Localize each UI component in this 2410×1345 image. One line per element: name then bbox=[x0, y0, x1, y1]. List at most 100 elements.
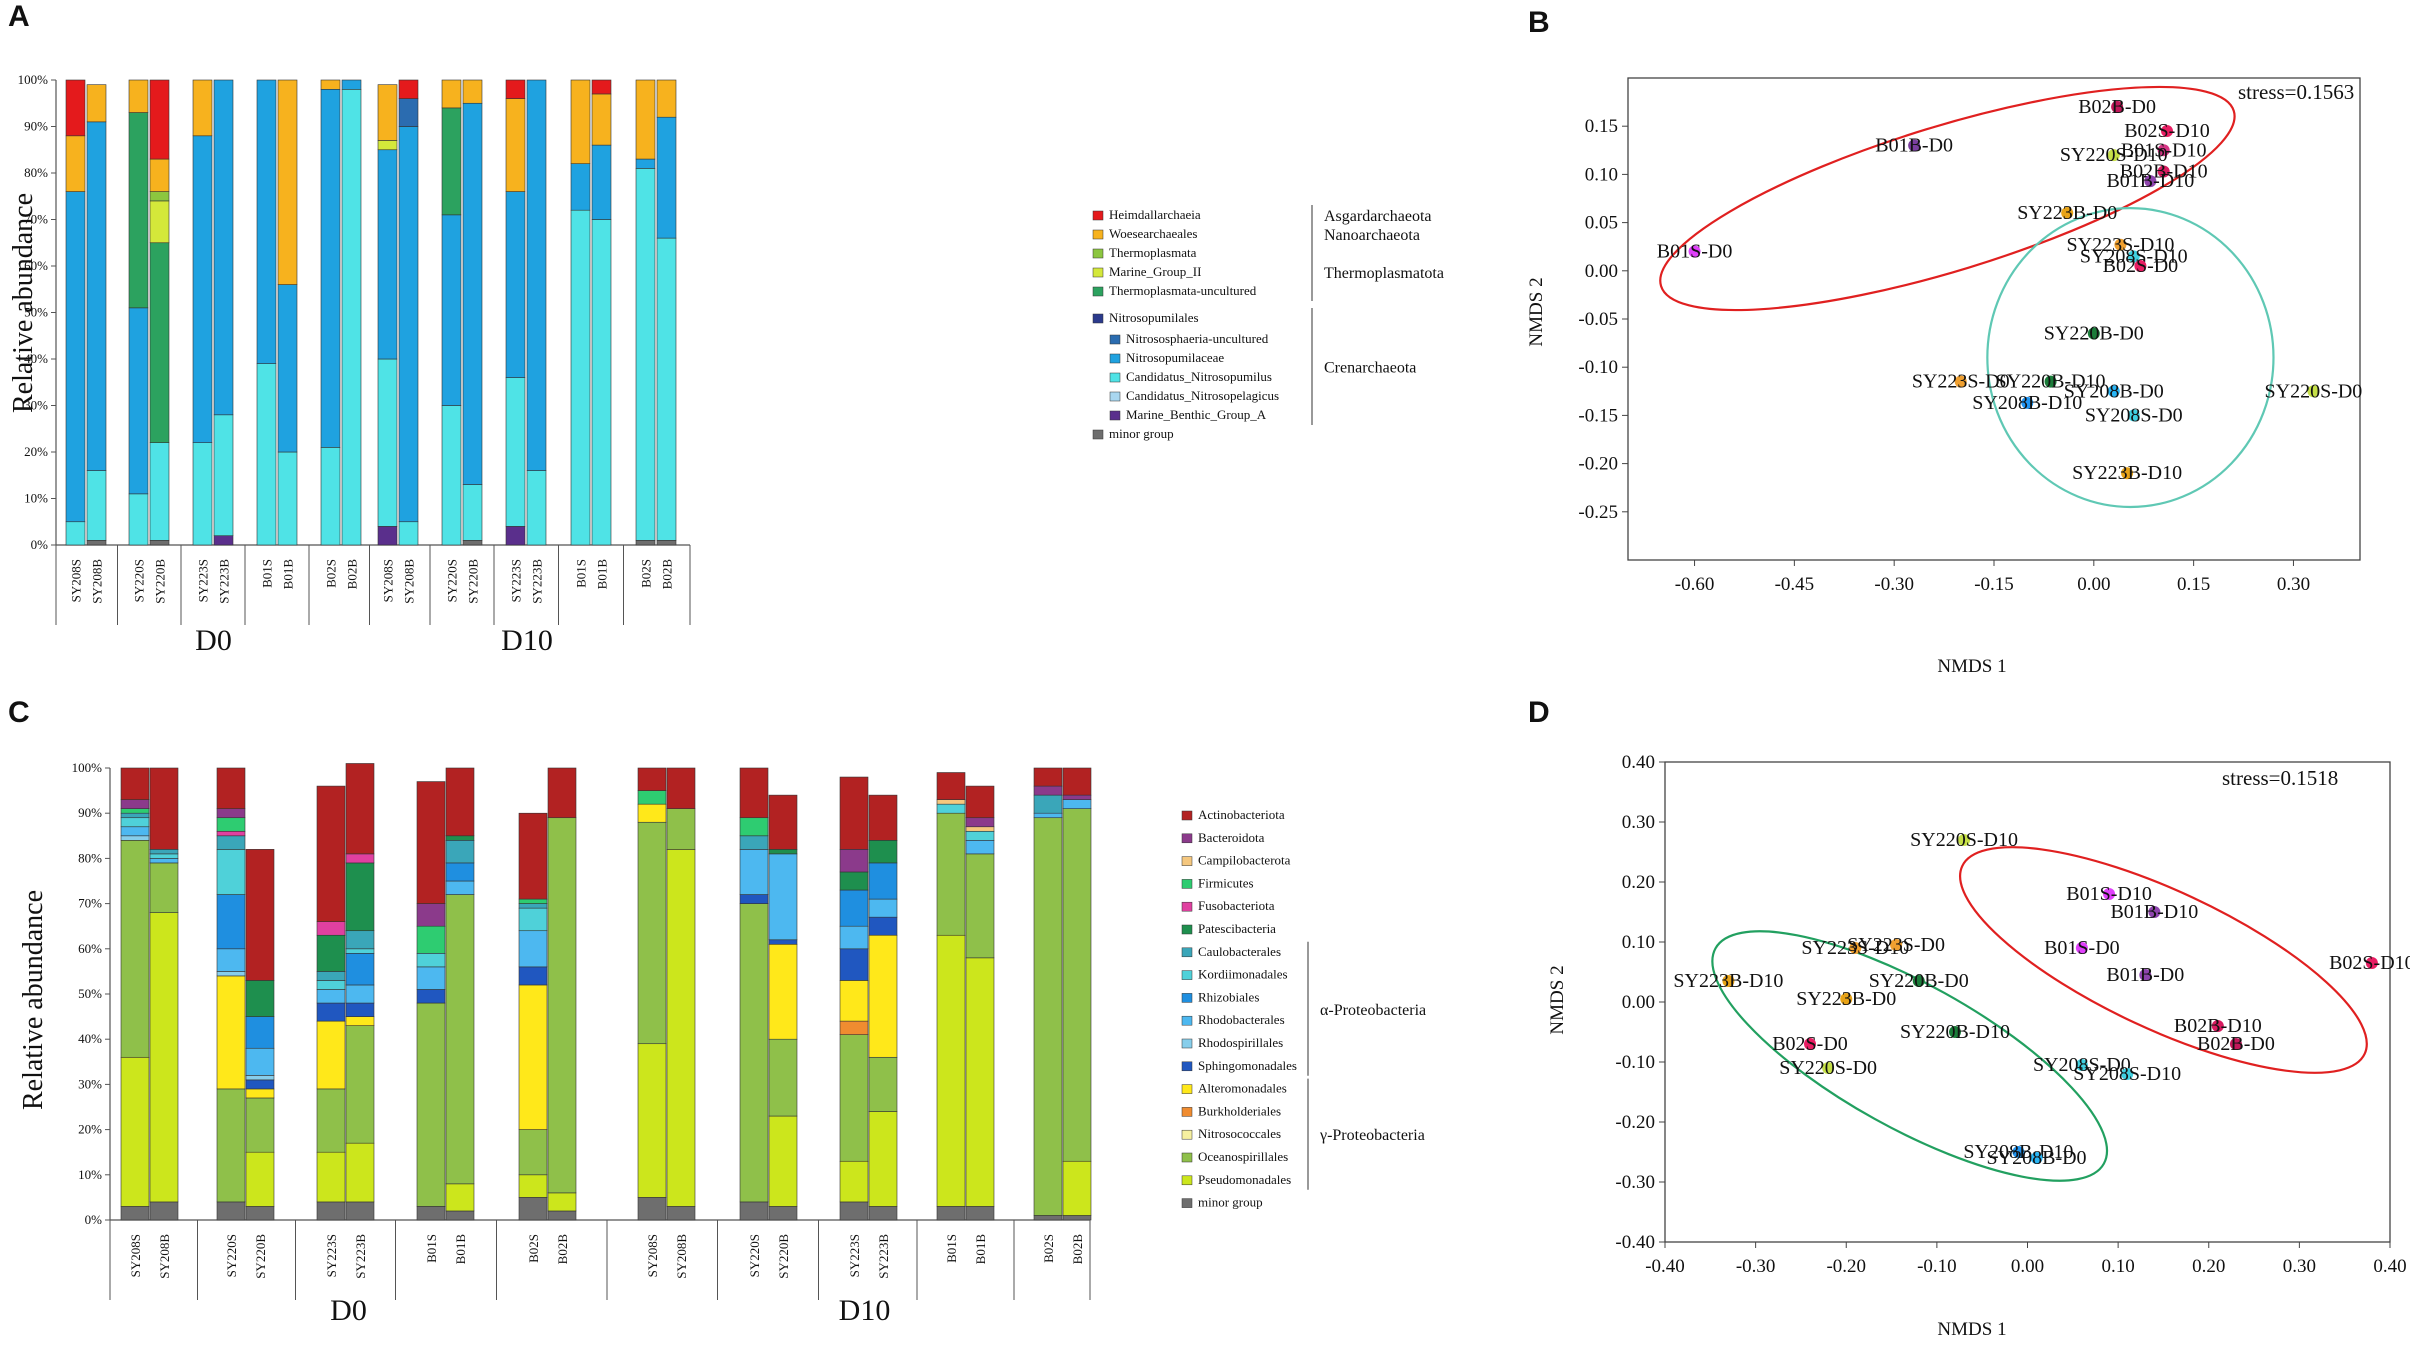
panel-a-category-label: B02S bbox=[639, 559, 654, 588]
panel-c-bar-4-minor-group bbox=[316, 1201, 346, 1221]
panel-a-bar-1-minor-group bbox=[86, 540, 107, 546]
panel-c-ytick-label: 80% bbox=[78, 850, 102, 865]
panel-a-category-label: B01B bbox=[281, 559, 296, 590]
panel-d-point-label: B01S-D0 bbox=[2044, 937, 2120, 959]
panel-a-bracket-label: Asgardarchaeota bbox=[1324, 208, 1432, 225]
panel-c-bar-17-actinobacteriota bbox=[965, 785, 995, 819]
panel-c-bar-15-oceanospirillales bbox=[868, 1056, 898, 1112]
panel-a-bar-0-heimdallarchaeia bbox=[65, 79, 86, 137]
panel-d-point-label: SY223S-D10 bbox=[1801, 937, 1909, 959]
panel-c-bar-12-oceanospirillales bbox=[739, 903, 769, 1203]
panel-a-legend-label: Nitrosopumilales bbox=[1109, 310, 1199, 325]
panel-d-point-sy208s-d10 bbox=[2121, 1068, 2134, 1080]
panel-d-ylabel: NMDS 2 bbox=[1547, 965, 1568, 1034]
panel-b-xtick-label: -0.15 bbox=[1974, 574, 2014, 595]
panel-a-bar-15-nitrosopumilaceae bbox=[526, 79, 547, 471]
panel-c-ytick-label: 90% bbox=[78, 805, 102, 820]
panel-a-legend-swatch bbox=[1092, 267, 1104, 278]
panel-c-bar-4-fusobacteriota bbox=[316, 921, 346, 936]
panel-c-bar-6-actinobacteriota bbox=[416, 781, 446, 904]
panel-c-legend-swatch bbox=[1181, 1038, 1193, 1049]
panel-c-bar-1-actinobacteriota bbox=[149, 767, 179, 850]
panel-c-bar-12-rhodobacterales bbox=[739, 849, 769, 895]
panel-a-category-label: B02B bbox=[345, 559, 360, 590]
panel-b-point-label: SY220B-D10 bbox=[1996, 371, 2106, 393]
panel-c-bar-2-rhizobiales bbox=[216, 894, 246, 950]
panel-c-bar-14-rhizobiales bbox=[839, 889, 869, 927]
panel-a-bar-8-woesearchaeales bbox=[320, 79, 341, 90]
panel-c-bar-7-oceanospirillales bbox=[445, 894, 475, 1185]
panel-d-point-label: B01B-D0 bbox=[2106, 964, 2184, 986]
panel-c-bar-13-sphingomonadales bbox=[768, 939, 798, 945]
panel-b-ytick-label: 0.10 bbox=[1585, 164, 1618, 185]
panel-c-bar-3-alteromonadales bbox=[245, 1088, 275, 1099]
panel-c-bar-12-minor-group bbox=[739, 1201, 769, 1221]
panel-c-legend-label: Alteromonadales bbox=[1198, 1081, 1287, 1096]
panel-c-bar-17-minor-group bbox=[965, 1206, 995, 1221]
panel-c-bar-15-minor-group bbox=[868, 1206, 898, 1221]
panel-b-ytick-label: -0.10 bbox=[1578, 357, 1618, 378]
panel-d-ytick-label: -0.20 bbox=[1615, 1112, 1655, 1133]
panel-a-legend-label: Candidatus_Nitrosopelagicus bbox=[1126, 388, 1279, 403]
panel-c-bar-14-patescibacteria bbox=[839, 871, 869, 891]
panel-d-point-b02b-d10 bbox=[2211, 1020, 2224, 1032]
panel-b-point-label: B02S-D0 bbox=[2103, 255, 2179, 277]
panel-a-bar-3-marine-group-ii bbox=[149, 200, 170, 244]
panel-c-legend-label: Kordiimonadales bbox=[1198, 967, 1288, 982]
panel-a-bar-14-heimdallarchaeia bbox=[505, 79, 526, 99]
panel-b-xtick-label: 0.30 bbox=[2277, 574, 2310, 595]
panel-a-ytick-label: 10% bbox=[24, 491, 48, 506]
panel-a-bar-12-thermoplasmata-uncultured bbox=[441, 107, 462, 216]
panel-c-legend-label: Actinobacteriota bbox=[1198, 807, 1285, 822]
panel-c-bar-10-firmicutes bbox=[637, 790, 667, 805]
panel-b-ytick-label: 0.15 bbox=[1585, 116, 1618, 137]
panel-c-bar-2-kordiimonadales bbox=[216, 849, 246, 895]
panel-c-bar-1-kordiimonadales bbox=[149, 853, 179, 859]
panel-b-point-label: SY223S-D10 bbox=[2067, 234, 2175, 256]
panel-d-point-b01b-d0 bbox=[2139, 969, 2152, 981]
panel-c-category-label: B02B bbox=[1070, 1234, 1085, 1265]
panel-c-bar-6-rhodobacterales bbox=[416, 966, 446, 990]
panel-c-legend-label: Campilobacterota bbox=[1198, 853, 1291, 868]
panel-b-point-sy220s-d0 bbox=[2307, 385, 2320, 398]
panel-c-legend-label: Nitrosococcales bbox=[1198, 1126, 1281, 1141]
panel-c-category-label: SY223S bbox=[324, 1234, 339, 1277]
panel-c-bar-11-actinobacteriota bbox=[666, 767, 696, 809]
panel-b-point-label: SY208B-D10 bbox=[1972, 392, 2082, 414]
panel-c-legend-label: Oceanospirillales bbox=[1198, 1149, 1288, 1164]
panel-d-xtick-label: 0.30 bbox=[2283, 1256, 2316, 1277]
panel-a-bar-9-nitrosopumilaceae bbox=[341, 79, 362, 90]
panel-c-bar-15-sphingomonadales bbox=[868, 916, 898, 936]
panel-a-bar-3-thermoplasmata bbox=[149, 191, 170, 202]
panel-a-ytick-label: 20% bbox=[24, 444, 48, 459]
panel-d-point-sy220b-d0 bbox=[1912, 975, 1925, 987]
panel-c-ytick-label: 0% bbox=[85, 1212, 103, 1227]
panel-c-bar-11-oceanospirillales bbox=[666, 808, 696, 850]
panel-a-bar-13-candidatus-nitrosopumilus bbox=[462, 484, 483, 541]
panel-a-legend-label: Candidatus_Nitrosopumilus bbox=[1126, 369, 1272, 384]
panel-d-ytick-label: 0.40 bbox=[1622, 752, 1655, 773]
panel-d-group-ellipse bbox=[1711, 930, 2109, 1182]
panel-a-bar-15-candidatus-nitrosopumilus bbox=[526, 470, 547, 546]
panel-c-bar-19-bacteroidota bbox=[1062, 794, 1092, 800]
panel-c-legend-label: Pseudomonadales bbox=[1198, 1172, 1291, 1187]
panel-c-bar-3-oceanospirillales bbox=[245, 1097, 275, 1153]
panel-c-bar-4-alteromonadales bbox=[316, 1020, 346, 1090]
panel-c-bar-7-pseudomonadales bbox=[445, 1183, 475, 1212]
panel-a-ytick-label: 100% bbox=[18, 72, 49, 87]
panel-c-bar-9-minor-group bbox=[547, 1210, 577, 1221]
panel-c-bracket-label: γ-Proteobacteria bbox=[1319, 1127, 1425, 1144]
panel-c-bar-13-minor-group bbox=[768, 1206, 798, 1221]
panel-a-category-label: SY220S bbox=[132, 559, 147, 602]
panel-d-point-sy223s-d10 bbox=[1849, 942, 1862, 954]
panel-b-point-b01s-d10 bbox=[2157, 144, 2170, 157]
panel-d-point-label: SY220B-D10 bbox=[1900, 1021, 2010, 1043]
panel-b-point-b02b-d10 bbox=[2157, 165, 2170, 178]
panel-c-bar-17-rhodobacterales bbox=[965, 840, 995, 855]
panel-a-bar-17-heimdallarchaeia bbox=[591, 79, 612, 95]
panel-c-legend-swatch bbox=[1181, 810, 1193, 821]
panel-b-point-sy220s-d10 bbox=[2107, 149, 2120, 162]
panel-c-legend-swatch bbox=[1181, 947, 1193, 958]
panel-c-bar-7-caulobacterales bbox=[445, 840, 475, 864]
panel-c-bar-4-sphingomonadales bbox=[316, 1002, 346, 1022]
